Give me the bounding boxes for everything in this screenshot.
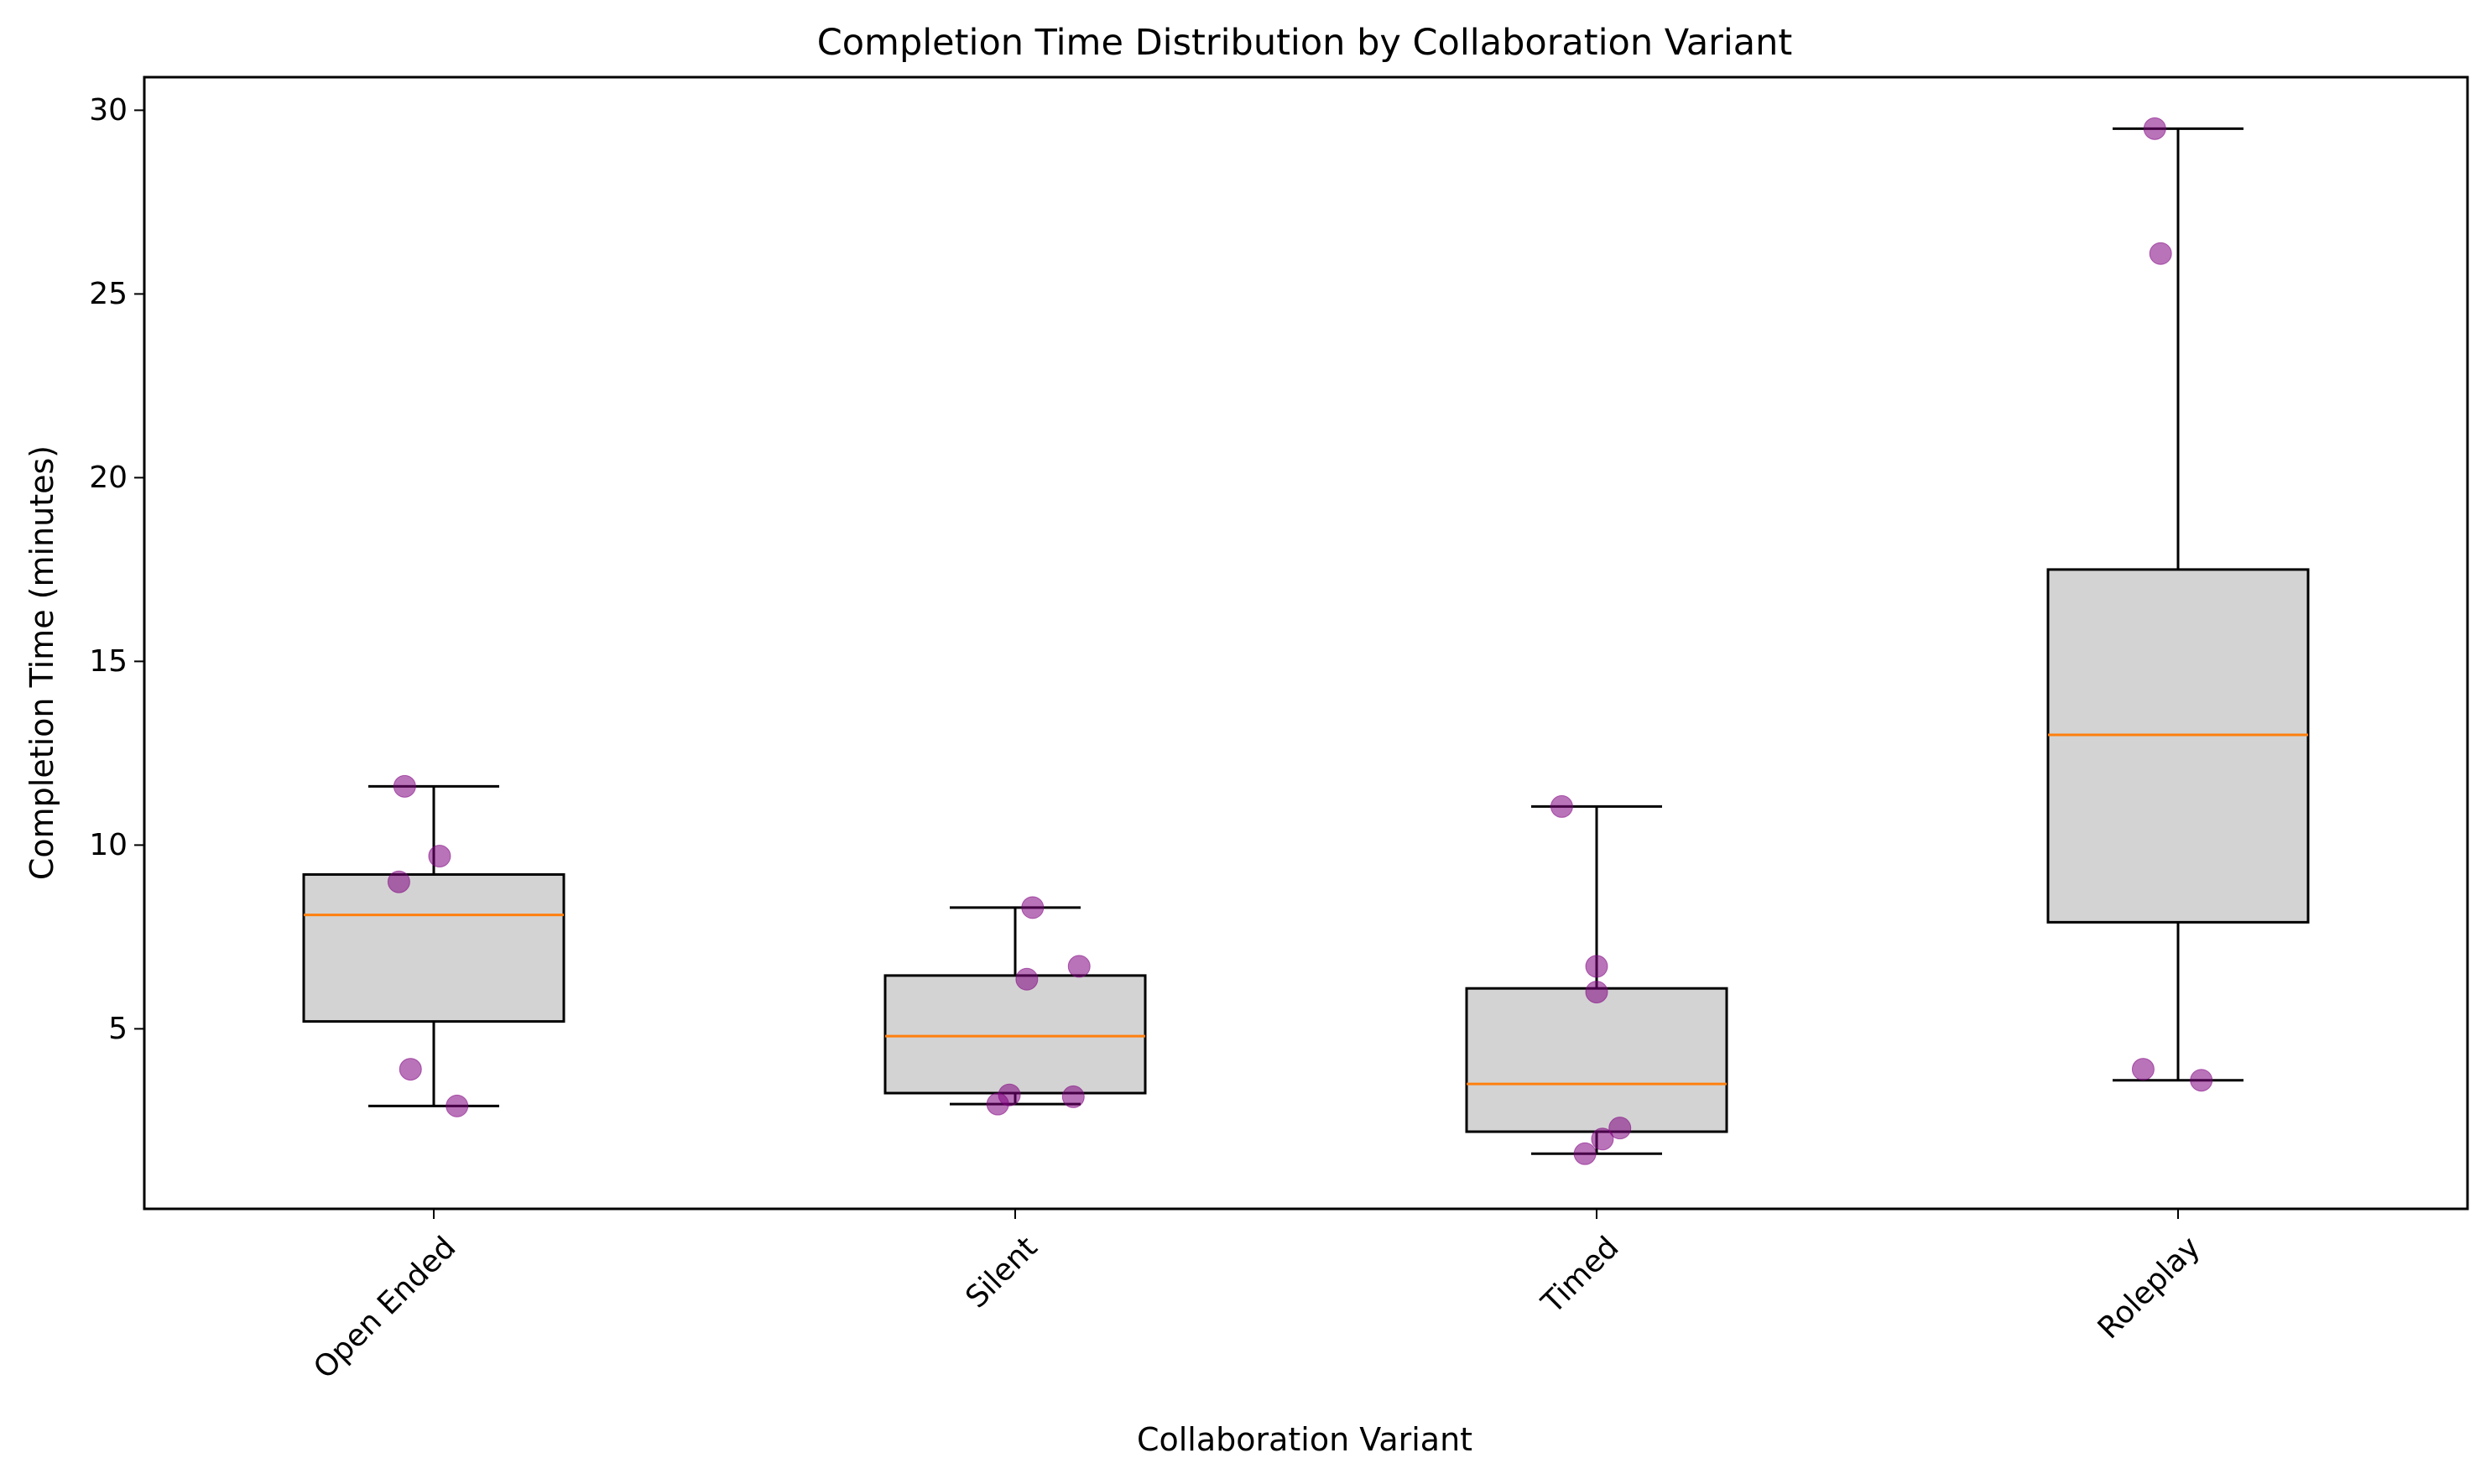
data-point (1550, 794, 1573, 818)
box-group (302, 784, 565, 1107)
y-axis-label: Completion Time (minutes) (23, 445, 60, 880)
data-point (1608, 1117, 1632, 1140)
data-point (1585, 955, 1608, 978)
data-point (2190, 1069, 2213, 1092)
data-point (1573, 1142, 1597, 1165)
data-point (399, 1058, 422, 1081)
y-tick-label: 25 (89, 277, 128, 311)
data-point (1021, 896, 1045, 919)
box-group (883, 906, 1147, 1106)
y-tick-label: 15 (89, 644, 128, 679)
y-tick-label: 20 (89, 461, 128, 495)
data-point (986, 1092, 1009, 1116)
y-tick-label: 5 (108, 1012, 128, 1046)
data-point (428, 845, 451, 868)
data-point (2143, 117, 2166, 140)
data-point (1067, 955, 1091, 978)
chart-title: Completion Time Distribution by Collabor… (817, 22, 1793, 64)
data-point (1015, 967, 1039, 991)
x-axis-label: Collaboration Variant (1137, 1421, 1472, 1458)
iqr-box (883, 974, 1147, 1095)
iqr-box (2046, 568, 2310, 924)
data-point (393, 774, 416, 798)
data-point (387, 870, 410, 893)
iqr-box (1465, 987, 1728, 1133)
y-tick-label: 10 (89, 828, 128, 862)
data-point (446, 1094, 469, 1117)
data-point (2131, 1058, 2155, 1081)
iqr-box (302, 872, 565, 1023)
data-point (1061, 1085, 1085, 1108)
y-tick-label: 30 (89, 93, 128, 128)
data-point (1591, 1127, 1614, 1151)
box-group (2046, 127, 2310, 1082)
plot-frame (143, 76, 2469, 1211)
data-point (1585, 981, 1608, 1004)
data-point (2149, 242, 2172, 265)
